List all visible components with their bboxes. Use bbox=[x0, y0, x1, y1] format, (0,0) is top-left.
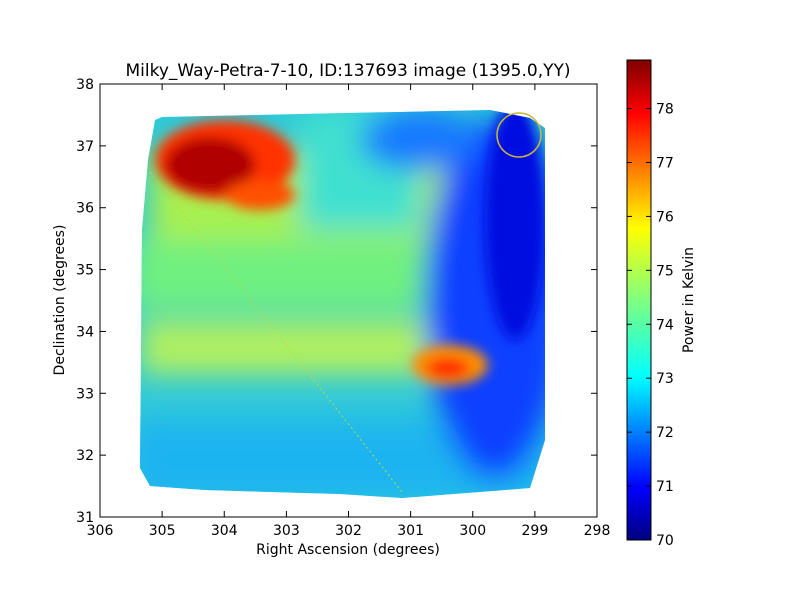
x-tick-label: 299 bbox=[522, 523, 549, 539]
y-tick-label: 35 bbox=[76, 263, 94, 279]
y-axis-ticks: 31 32 33 34 35 36 37 38 bbox=[76, 77, 597, 526]
y-tick-label: 34 bbox=[76, 324, 94, 340]
colorbar-tick-label: 74 bbox=[656, 317, 674, 333]
colorbar-label: Power in Kelvin bbox=[681, 247, 697, 353]
y-tick-label: 36 bbox=[76, 201, 94, 217]
colorbar-tick-label: 75 bbox=[656, 263, 674, 279]
colorbar-tick-label: 78 bbox=[656, 102, 674, 118]
heatmap bbox=[140, 110, 545, 498]
colorbar bbox=[626, 59, 652, 541]
x-tick-label: 303 bbox=[273, 523, 300, 539]
colorbar-tick-label: 76 bbox=[656, 209, 674, 225]
colorbar-tick-label: 72 bbox=[656, 425, 674, 441]
colorbar-tick-label: 71 bbox=[656, 479, 674, 495]
x-tick-label: 305 bbox=[149, 523, 176, 539]
y-tick-label: 38 bbox=[76, 77, 94, 93]
x-tick-label: 300 bbox=[459, 523, 486, 539]
y-tick-label: 32 bbox=[76, 448, 94, 464]
y-tick-label: 31 bbox=[76, 510, 94, 526]
y-tick-label: 33 bbox=[76, 386, 94, 402]
colorbar-tick-label: 77 bbox=[656, 155, 674, 171]
chart-title: Milky_Way-Petra-7-10, ID:137693 image (1… bbox=[125, 61, 570, 81]
x-axis-label: Right Ascension (degrees) bbox=[256, 542, 440, 558]
x-tick-label: 301 bbox=[397, 523, 424, 539]
y-axis-label: Declination (degrees) bbox=[52, 225, 68, 376]
x-tick-label: 298 bbox=[584, 523, 611, 539]
beam-circle bbox=[496, 112, 542, 158]
x-tick-label: 302 bbox=[335, 523, 362, 539]
y-tick-label: 37 bbox=[76, 139, 94, 155]
colorbar-tick-label: 70 bbox=[656, 533, 674, 549]
x-axis-ticks: 306 305 304 303 302 301 300 299 298 bbox=[87, 84, 611, 539]
colorbar-tick-label: 73 bbox=[656, 371, 674, 387]
colorbar-ticks: 70 71 72 73 74 75 76 77 78 bbox=[627, 102, 674, 549]
x-tick-label: 306 bbox=[87, 523, 114, 539]
x-tick-label: 304 bbox=[211, 523, 238, 539]
